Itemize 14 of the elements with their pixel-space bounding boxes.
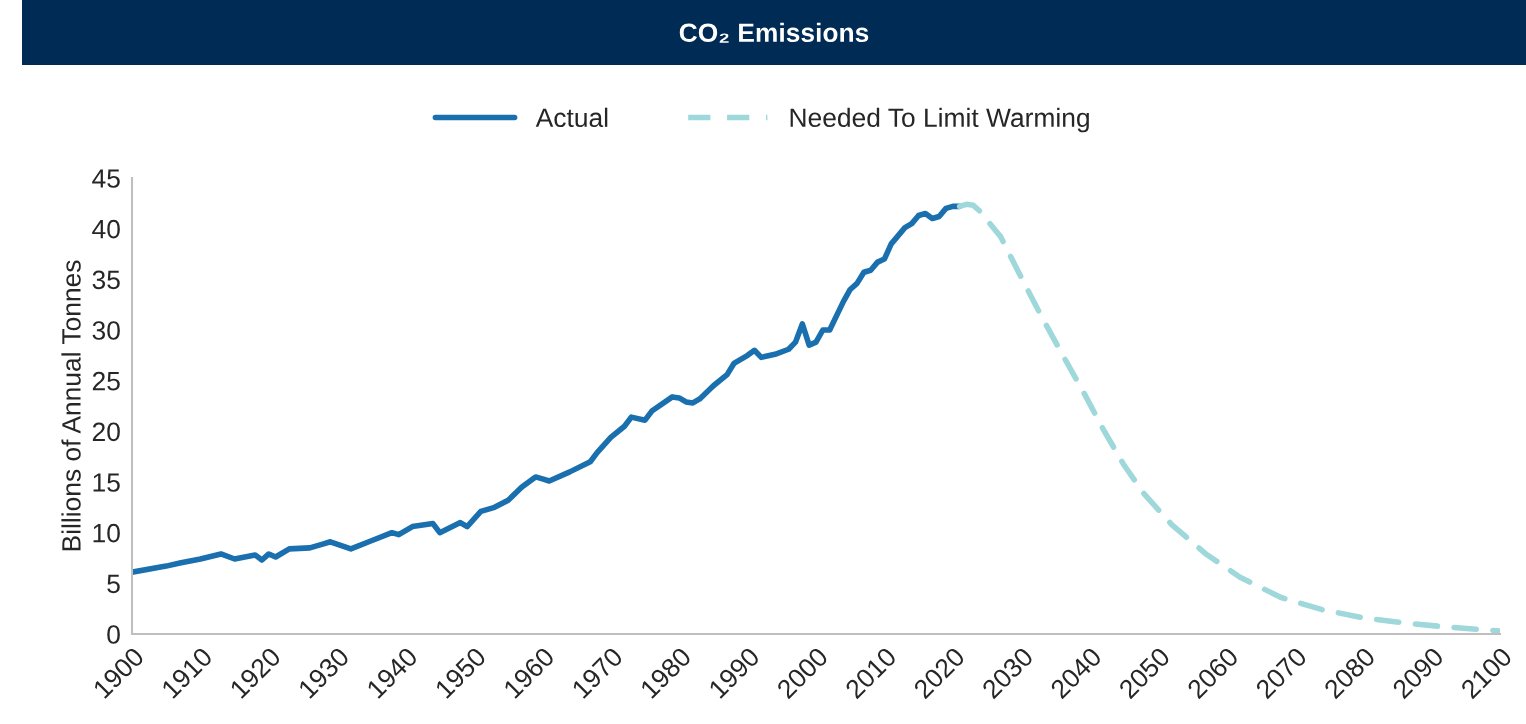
y-tick-label: 40 (92, 219, 120, 239)
y-tick-label: 15 (93, 473, 120, 492)
legend-label: Actual (535, 107, 608, 128)
legend-label: Needed To Limit Warming (790, 107, 1089, 133)
y-tick-label: 35 (92, 270, 120, 290)
y-tick-label: 45 (92, 169, 120, 188)
y-tick-label: 25 (92, 371, 120, 391)
y-tick-label: 0 (107, 625, 120, 644)
y-axis-title: Billions of Annual Tonnes (61, 260, 81, 551)
chart-title: CO₂ Emissions (679, 22, 869, 43)
y-tick-label: 30 (92, 321, 120, 340)
y-tick-label: 10 (93, 523, 120, 543)
y-tick-label: 5 (107, 574, 120, 594)
y-tick-label: 20 (92, 422, 120, 442)
